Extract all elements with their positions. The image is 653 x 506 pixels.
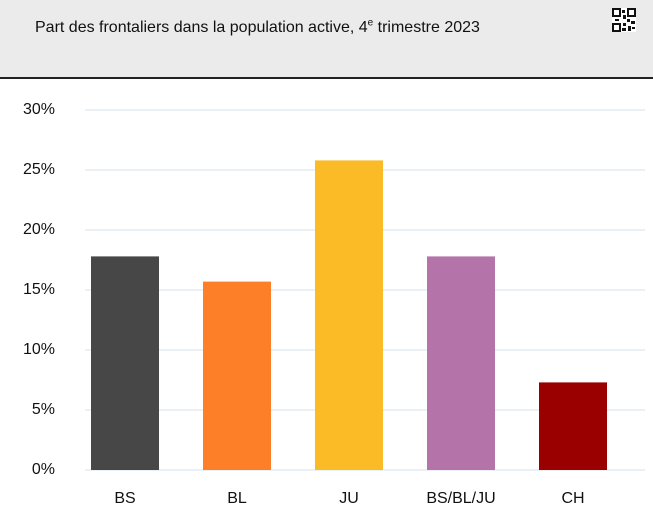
bar bbox=[539, 382, 607, 470]
chart-title: Part des frontaliers dans la population … bbox=[35, 14, 580, 42]
y-tick-label: 30% bbox=[23, 101, 55, 118]
x-tick-label: BL bbox=[227, 490, 247, 506]
y-tick-label: 10% bbox=[23, 341, 55, 358]
header: Part des frontaliers dans la population … bbox=[0, 0, 653, 79]
x-tick-label: JU bbox=[339, 490, 359, 506]
y-tick-label: 0% bbox=[32, 461, 55, 478]
x-tick-label: BS bbox=[114, 490, 135, 506]
y-tick-label: 20% bbox=[23, 221, 55, 238]
bar bbox=[91, 256, 159, 470]
title-rest: trimestre 2023 bbox=[373, 19, 480, 36]
bar bbox=[203, 281, 271, 470]
x-tick-label: CH bbox=[561, 490, 584, 506]
bar bbox=[427, 256, 495, 470]
x-tick-label: BS/BL/JU bbox=[426, 490, 495, 506]
y-tick-label: 25% bbox=[23, 161, 55, 178]
qr-icon[interactable] bbox=[612, 8, 636, 32]
y-tick-label: 5% bbox=[32, 401, 55, 418]
title-main: Part des frontaliers dans la population … bbox=[35, 19, 368, 36]
bar bbox=[315, 160, 383, 470]
y-tick-label: 15% bbox=[23, 281, 55, 298]
title-sup: e bbox=[367, 17, 374, 29]
